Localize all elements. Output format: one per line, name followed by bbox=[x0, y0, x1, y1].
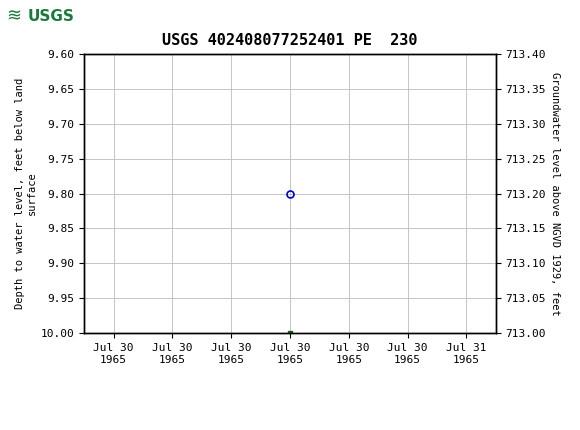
Y-axis label: Groundwater level above NGVD 1929, feet: Groundwater level above NGVD 1929, feet bbox=[550, 72, 560, 315]
Text: USGS 402408077252401 PE  230: USGS 402408077252401 PE 230 bbox=[162, 34, 418, 48]
Text: ≋: ≋ bbox=[6, 7, 21, 25]
Y-axis label: Depth to water level, feet below land
surface: Depth to water level, feet below land su… bbox=[15, 78, 37, 309]
FancyBboxPatch shape bbox=[3, 3, 73, 29]
Text: USGS: USGS bbox=[28, 9, 75, 24]
